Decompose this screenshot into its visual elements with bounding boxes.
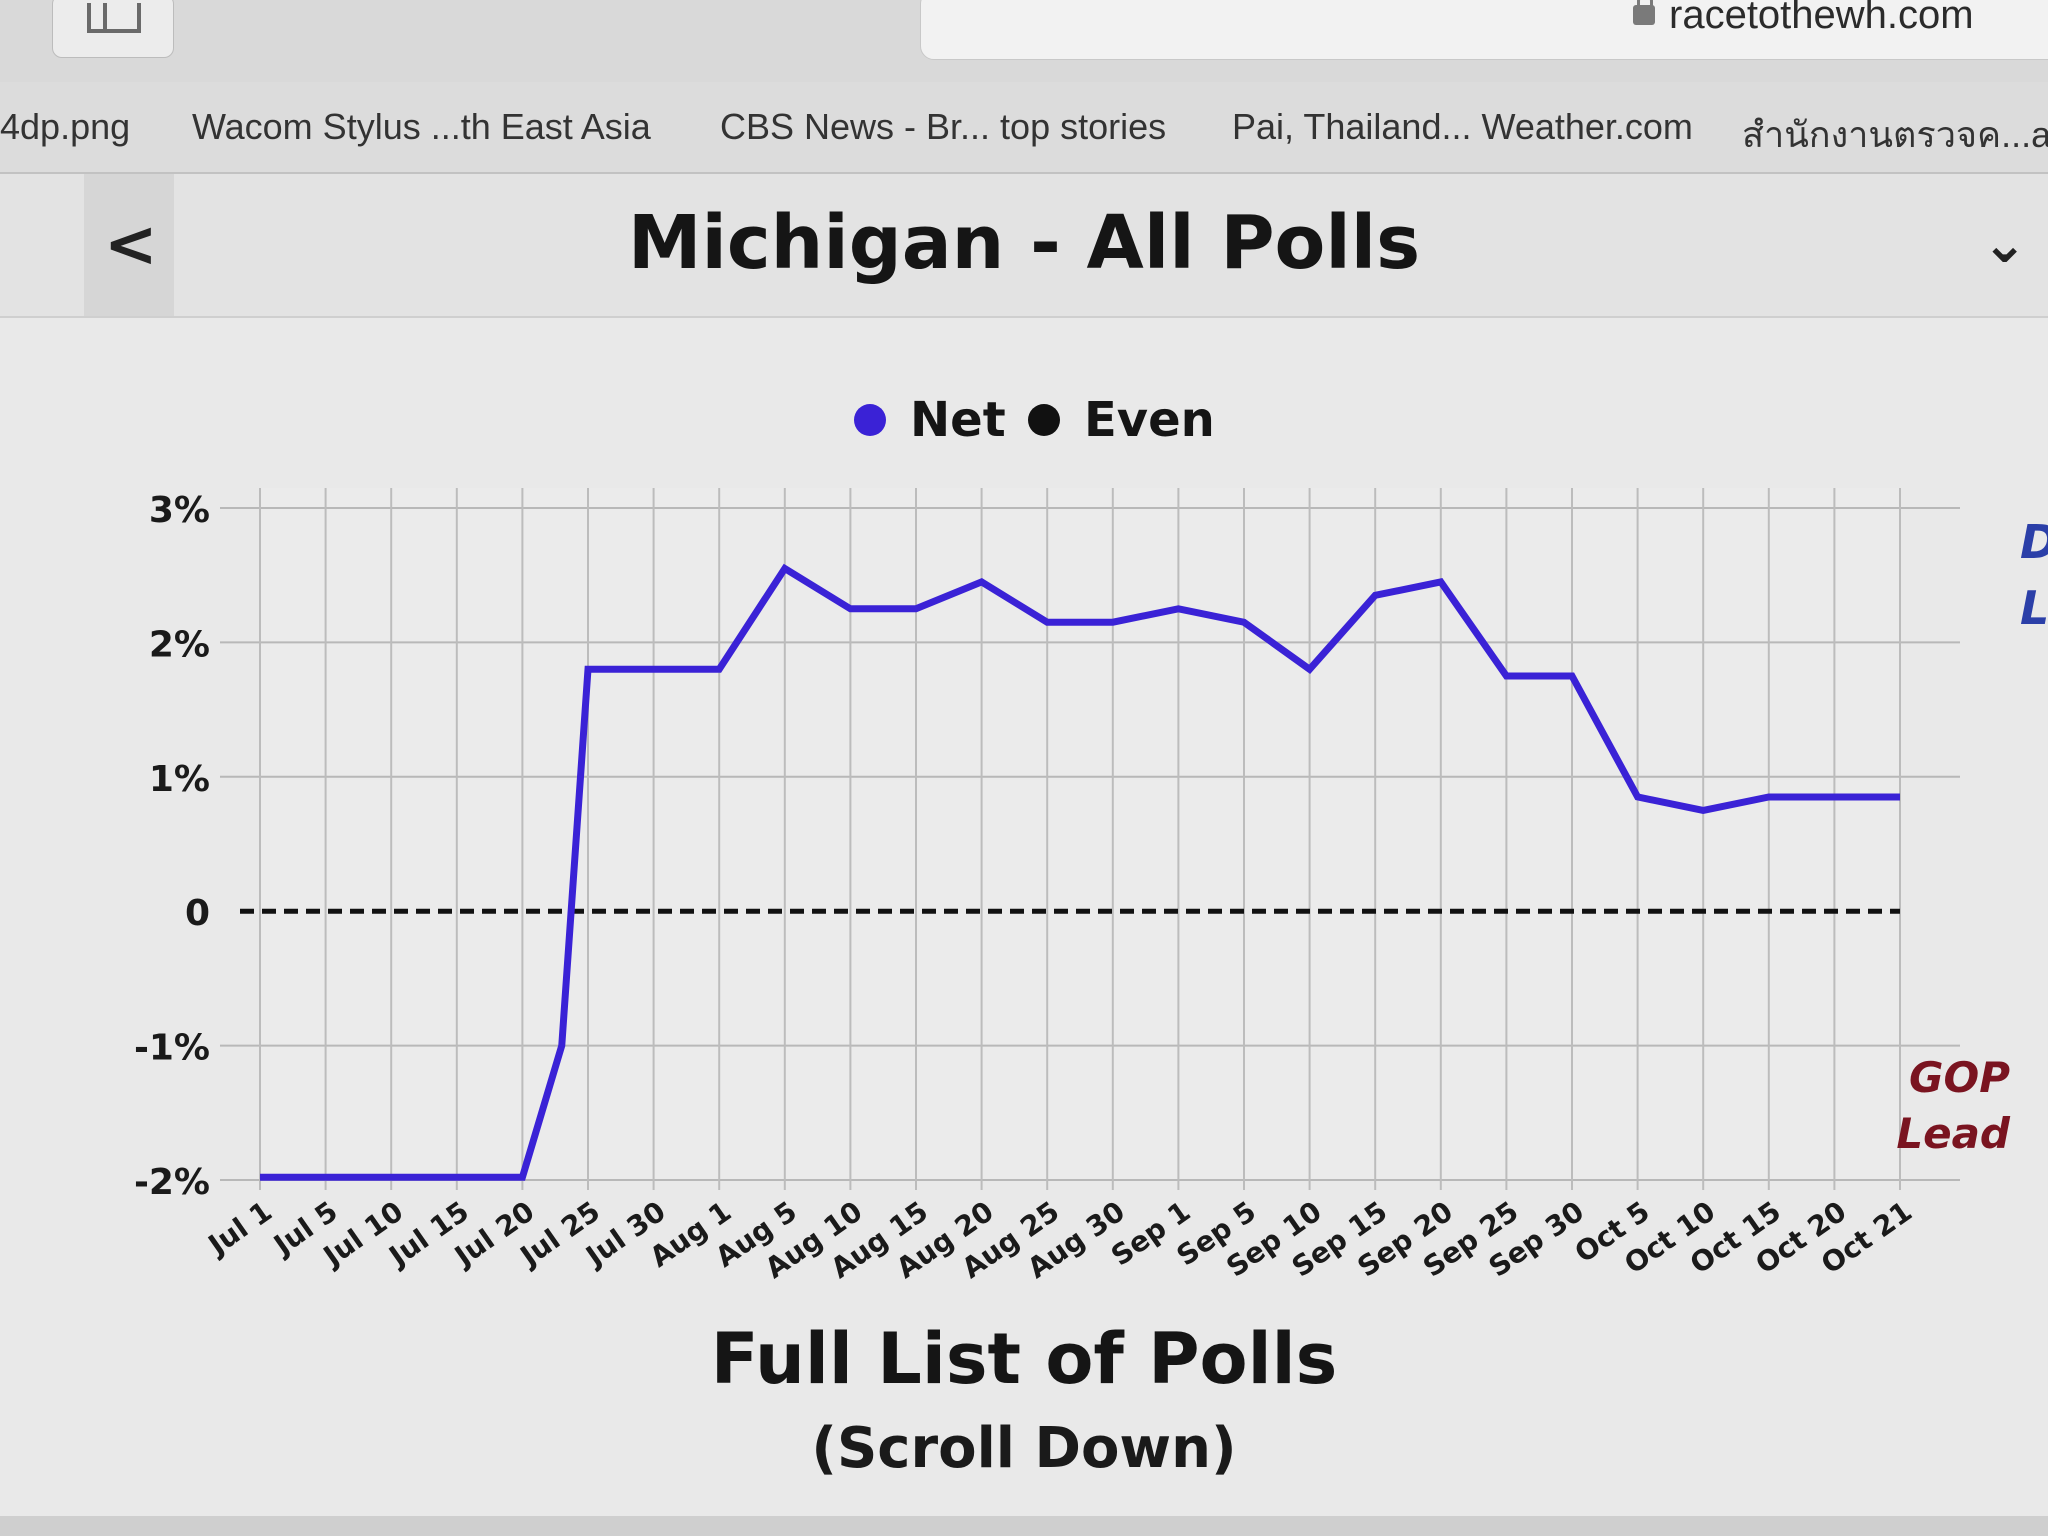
page-title: Michigan - All Polls [627,200,1421,286]
y-tick-label: 2% [149,624,210,665]
legend-net-marker [854,404,886,436]
legend-even-marker [1028,404,1060,436]
bookmark-item[interactable]: Pai, Thailand... Weather.com [1232,106,1693,147]
dem-lead-label: Le [2020,581,2048,635]
full-list-heading[interactable]: Full List of Polls [710,1318,1338,1400]
bookmark-item[interactable]: Wacom Stylus ...th East Asia [192,106,651,147]
address-bar[interactable]: racetothewh.com [920,0,2048,60]
legend-net-label: Net [910,392,1006,448]
page-header: < Michigan - All Polls ⌄ [0,174,2048,318]
sidebar-toggle-button[interactable] [52,0,174,58]
dem-lead-label: D [2020,515,2048,569]
x-tick-label: Jul 1 [201,1195,278,1263]
bottom-strip [0,1516,2048,1536]
y-tick-label: 1% [149,759,210,800]
bookmark-item[interactable]: CBS News - Br... top stories [720,106,1167,147]
chevron-down-icon[interactable]: ⌄ [1982,212,2028,275]
scroll-hint: (Scroll Down) [811,1416,1237,1481]
y-tick-label: -1% [134,1028,210,1069]
lock-icon [1633,0,1655,25]
gop-lead-label: GOP [1909,1053,2010,1102]
bookmark-item[interactable]: 4dp.png [0,106,131,147]
url-text: racetothewh.com [1669,0,1974,37]
y-tick-label: -2% [134,1162,210,1203]
bookmark-item[interactable]: สำนักงานตรวจค...ati [1742,114,2048,155]
back-button[interactable]: < [84,174,174,316]
y-tick-label: 0 [185,893,210,934]
y-tick-label: 3% [149,490,210,531]
chart-container: 3% 2% 1% 0 -1% -2% Jul 1 Jul 5 Jul 10 Jul 15 Jul 2… [0,318,2048,1536]
sidebar-icon [87,3,141,33]
legend-even-label: Even [1084,392,1215,448]
net-series-line [260,563,1900,1181]
plot-background [260,488,1900,1180]
browser-toolbar: racetothewh.com [0,0,2048,83]
bookmarks-bar: 4dp.png Wacom Stylus ...th East Asia CBS… [0,82,2048,174]
gop-lead-label: Lead [1896,1109,2011,1158]
chevron-left-icon: < [104,208,158,282]
